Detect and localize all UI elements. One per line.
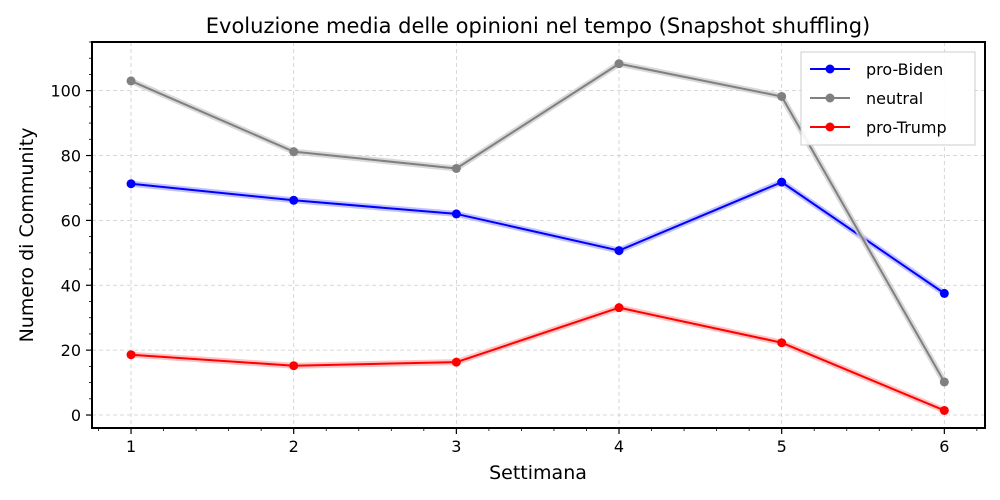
y-tick-label: 60 [61,211,81,230]
legend-marker [825,64,835,74]
data-point-pro-Trump [777,338,787,348]
axes: 0 20 40 60 80 100 1 2 3 4 5 6 [50,41,986,456]
legend-label: neutral [866,89,923,108]
y-tick-label: 40 [61,276,81,295]
data-point-pro-Trump [126,350,136,360]
legend-label: pro-Trump [866,118,947,137]
data-point-neutral [289,147,299,157]
data-point-pro-Trump [939,405,949,415]
data-point-pro-Biden [939,288,949,298]
legend-item-pro-Biden: pro-Biden [810,60,943,79]
legend-label: pro-Biden [866,60,943,79]
legend-marker [825,122,835,132]
legend-item-pro-Trump: pro-Trump [810,118,947,137]
chart-title: Evoluzione media delle opinioni nel temp… [206,14,871,38]
x-tick-label: 2 [289,437,299,456]
legend-marker [825,93,835,103]
y-tick-label: 100 [50,82,81,101]
data-point-neutral [126,76,136,86]
x-tick-label: 3 [451,437,461,456]
x-tick-label: 4 [614,437,624,456]
x-tick-label: 6 [939,437,949,456]
x-tick-label: 1 [126,437,136,456]
data-point-neutral [777,91,787,101]
x-axis-title: Settimana [489,462,587,484]
y-axis-title: Numero di Community [16,128,38,343]
data-point-pro-Biden [614,246,624,256]
legend: pro-Biden neutral pro-Trump [800,51,976,146]
data-point-pro-Biden [451,209,461,219]
data-point-pro-Trump [289,361,299,371]
data-point-pro-Biden [777,177,787,187]
data-point-pro-Biden [289,195,299,205]
series-line-pro-Trump [130,306,945,412]
data-point-pro-Biden [126,179,136,189]
series-band-pro-Biden [128,179,948,297]
data-point-pro-Trump [451,357,461,367]
data-point-neutral [614,59,624,69]
series-line-pro-Biden [130,181,945,295]
y-tick-label: 80 [61,147,81,166]
series-pro-Biden [126,177,949,298]
y-tick-label: 0 [71,406,81,425]
data-point-neutral [451,164,461,174]
x-tick-label: 5 [777,437,787,456]
data-point-neutral [939,377,949,387]
plot-frame [91,41,986,429]
data-point-pro-Trump [614,303,624,313]
series-pro-Trump [126,303,949,415]
legend-item-neutral: neutral [810,89,923,108]
y-tick-label: 20 [61,341,81,360]
